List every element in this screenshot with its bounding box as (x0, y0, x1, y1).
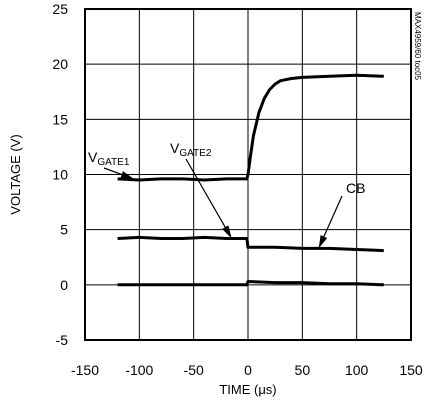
x-tick-label: 0 (244, 362, 252, 378)
x-tick-labels: -150 -100 -50 0 50 100 150 (71, 362, 423, 378)
y-tick-labels: -5 0 5 10 15 20 25 (52, 1, 68, 348)
series-line-3 (118, 282, 384, 285)
series-line-2 (118, 237, 384, 250)
annotation-label: VGATE1 (88, 149, 130, 168)
x-tick-label: 50 (295, 362, 311, 378)
y-axis-label: VOLTAGE (V) (8, 134, 23, 214)
annotation-arrow-line (321, 196, 342, 242)
y-tick-label: 25 (52, 1, 68, 17)
x-tick-label: 150 (399, 362, 423, 378)
part-number-note: MAX4959/60 toc05 (413, 12, 422, 81)
y-tick-label: 20 (52, 56, 68, 72)
series-line-1 (118, 75, 384, 180)
annotation-label: VGATE2 (170, 140, 212, 159)
y-tick-label: 5 (60, 222, 68, 238)
annotation-arrowhead (319, 235, 328, 248)
x-axis-label: TIME (μs) (219, 382, 276, 397)
x-tick-label: 100 (345, 362, 369, 378)
annotations: VGATE1 VGATE2 CB (88, 140, 365, 248)
annotation-arrow-line (186, 159, 228, 232)
y-tick-label: 10 (52, 167, 68, 183)
x-tick-label: -100 (125, 362, 153, 378)
annotation-label: CB (346, 180, 365, 196)
x-tick-label: -50 (184, 362, 204, 378)
x-tick-label: -150 (71, 362, 99, 378)
y-tick-label: -5 (56, 332, 69, 348)
y-tick-label: 15 (52, 111, 68, 127)
series-group (118, 75, 384, 285)
annotation-arrowhead (222, 225, 232, 238)
y-tick-label: 0 (60, 277, 68, 293)
